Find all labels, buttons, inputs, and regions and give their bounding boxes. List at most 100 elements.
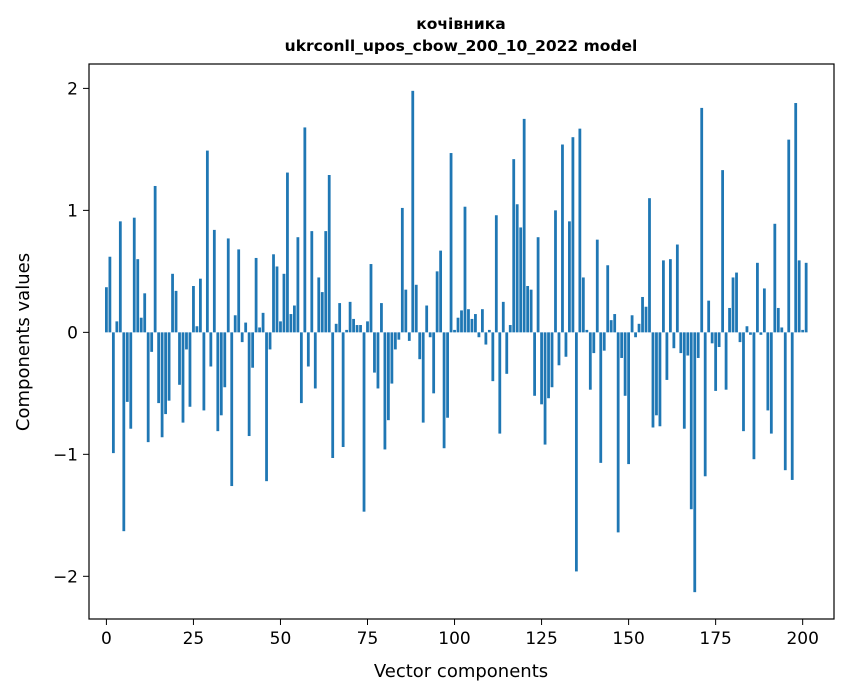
bar-182 xyxy=(738,332,742,343)
x-axis-label: Vector components xyxy=(374,661,548,682)
bar-192 xyxy=(773,223,777,333)
bar-12 xyxy=(146,332,150,443)
bar-136 xyxy=(578,128,582,333)
bar-110 xyxy=(487,329,491,333)
bar-155 xyxy=(644,306,648,333)
bar-68 xyxy=(341,332,345,448)
bar-201 xyxy=(804,262,808,333)
bar-98 xyxy=(446,332,449,418)
bar-125 xyxy=(540,332,543,405)
bar-58 xyxy=(306,332,310,367)
bar-53 xyxy=(289,314,293,333)
plot-frame xyxy=(88,63,835,620)
bar-67 xyxy=(338,303,342,333)
bar-54 xyxy=(293,305,296,333)
bar-132 xyxy=(564,332,568,357)
bar-145 xyxy=(609,320,613,333)
bar-44 xyxy=(258,327,261,333)
bar-81 xyxy=(387,332,390,421)
bar-85 xyxy=(400,207,404,333)
bar-55 xyxy=(296,237,300,333)
bar-172 xyxy=(703,332,707,477)
bar-96 xyxy=(439,250,443,333)
bar-177 xyxy=(721,170,724,333)
bar-151 xyxy=(630,315,634,333)
bar-160 xyxy=(662,260,665,333)
bar-187 xyxy=(756,262,759,333)
x-axis-ticks: 0 25 50 75 100 125 150 175 200 xyxy=(101,619,819,649)
bar-142 xyxy=(599,332,603,463)
bar-101 xyxy=(456,317,460,333)
bar-14 xyxy=(153,185,157,333)
bar-166 xyxy=(682,332,686,429)
bar-122 xyxy=(529,289,533,333)
x-tick-label: 100 xyxy=(438,629,470,649)
bar-165 xyxy=(679,332,683,354)
bar-34 xyxy=(223,332,227,388)
bar-135 xyxy=(574,332,578,572)
bar-104 xyxy=(467,309,470,333)
bar-2 xyxy=(111,332,115,454)
y-tick-label: 2 xyxy=(67,79,78,99)
bar-43 xyxy=(254,257,258,333)
bar-46 xyxy=(265,332,268,482)
bar-195 xyxy=(783,332,787,471)
bar-63 xyxy=(324,231,328,333)
bar-150 xyxy=(627,332,630,465)
bar-156 xyxy=(648,198,651,333)
bar-102 xyxy=(460,310,463,333)
bar-23 xyxy=(185,332,188,350)
bar-193 xyxy=(776,307,780,333)
bar-33 xyxy=(219,332,223,416)
y-tick-label: 1 xyxy=(67,201,78,221)
chart-title-line1: кочівника xyxy=(416,15,505,33)
bar-91 xyxy=(421,332,425,423)
bar-196 xyxy=(787,139,791,333)
bar-26 xyxy=(195,326,199,333)
x-tick-label: 200 xyxy=(786,629,818,649)
bar-117 xyxy=(512,159,516,333)
bar-167 xyxy=(686,332,690,356)
bar-198 xyxy=(794,103,798,333)
x-tick-label: 25 xyxy=(183,629,205,649)
bar-20 xyxy=(174,290,178,333)
bar-64 xyxy=(327,175,331,333)
bar-5 xyxy=(122,332,126,532)
bar-128 xyxy=(550,332,554,388)
bars-group xyxy=(105,90,808,593)
bar-83 xyxy=(393,332,397,350)
bar-180 xyxy=(731,277,735,333)
x-tick-label: 150 xyxy=(612,629,644,649)
bar-61 xyxy=(317,277,321,333)
bar-127 xyxy=(547,332,550,399)
bar-66 xyxy=(334,323,338,333)
bar-89 xyxy=(414,284,418,333)
bar-62 xyxy=(320,292,324,333)
bar-57 xyxy=(303,127,307,333)
bar-115 xyxy=(505,332,509,374)
bar-74 xyxy=(362,332,366,512)
bar-107 xyxy=(477,332,481,338)
bar-100 xyxy=(453,329,456,333)
bar-22 xyxy=(181,332,185,423)
bar-0 xyxy=(105,287,108,333)
bar-137 xyxy=(581,277,585,333)
bar-129 xyxy=(554,210,557,333)
bar-194 xyxy=(780,327,784,333)
bar-13 xyxy=(150,332,154,352)
bar-97 xyxy=(442,332,446,449)
bar-111 xyxy=(491,332,495,382)
bar-25 xyxy=(192,286,195,333)
bar-30 xyxy=(209,332,213,367)
bar-178 xyxy=(724,332,728,390)
bar-183 xyxy=(742,332,745,432)
bar-94 xyxy=(432,332,436,394)
bar-140 xyxy=(592,332,596,354)
y-axis-ticks: −2 −1 0 1 2 xyxy=(53,79,89,587)
bar-147 xyxy=(616,332,620,533)
bar-82 xyxy=(390,332,394,384)
bar-71 xyxy=(352,318,355,333)
bar-116 xyxy=(508,325,512,333)
bar-36 xyxy=(230,332,234,487)
bar-59 xyxy=(310,231,314,333)
